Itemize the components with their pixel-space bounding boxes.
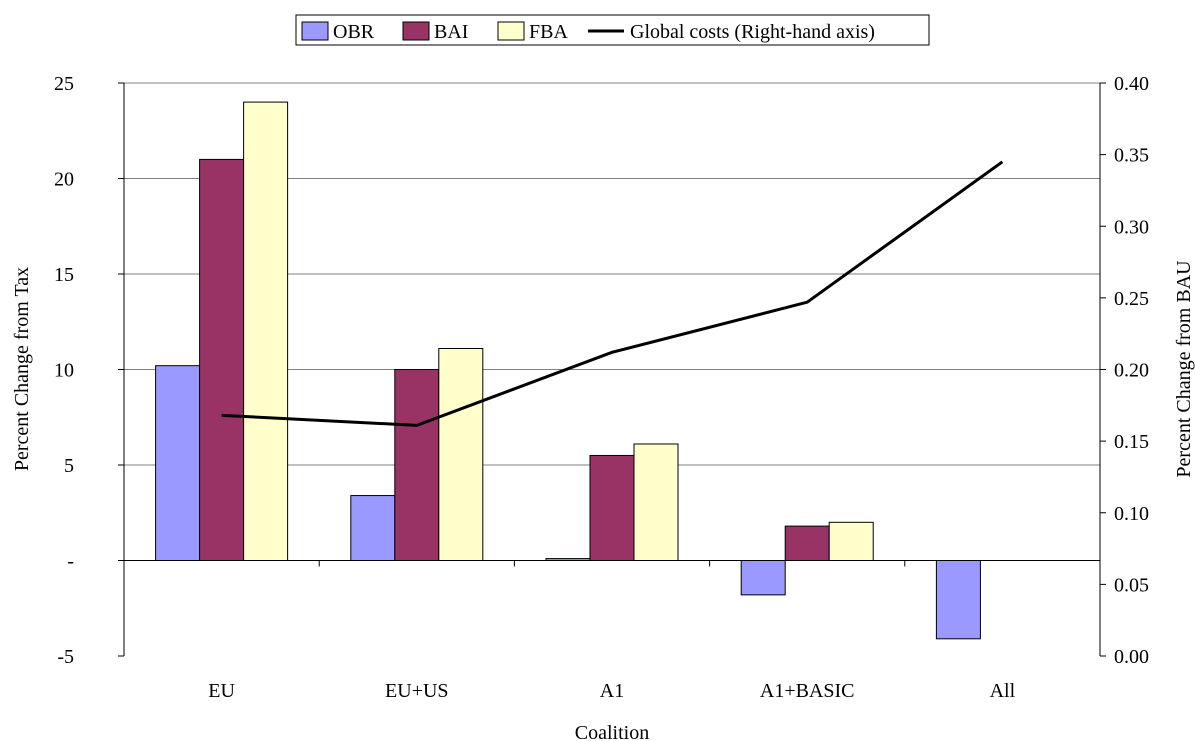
- y-tick-label-right: 0.05: [1114, 574, 1149, 596]
- x-tick-label: EU: [208, 680, 235, 702]
- legend-label-fba: FBA: [529, 21, 568, 43]
- y-tick-label-right: 0.25: [1114, 288, 1149, 310]
- y-tick-label-right: 0.20: [1114, 360, 1149, 382]
- x-axis-title: Coalition: [575, 722, 649, 741]
- x-tick-label: All: [990, 680, 1016, 702]
- bar-obr-eu-us: [350, 495, 396, 561]
- line-global-costs: [221, 160, 1004, 427]
- y-tick-label-right: 0.00: [1114, 646, 1149, 668]
- legend-label-global-costs: Global costs (Right-hand axis): [630, 21, 875, 43]
- legend-swatch-bai: [402, 21, 430, 41]
- y-tick-label-right: 0.40: [1114, 73, 1149, 95]
- y-axis-title-right: Percent Change from BAU: [1173, 260, 1195, 478]
- bar-fba-a1-basic: [828, 521, 874, 561]
- y-tick-label-left: 25: [54, 73, 74, 95]
- bars: [155, 101, 981, 640]
- y-tick-label-right: 0.30: [1114, 216, 1149, 238]
- y-tick-label-left: 20: [54, 169, 74, 191]
- x-axis-ticks: EU EU+US A1 A1+BASIC All: [208, 560, 1016, 702]
- bar-obr-eu: [155, 365, 201, 561]
- legend: OBR BAI FBA Global costs (Right-hand axi…: [295, 14, 930, 46]
- bar-bai-a1: [589, 454, 635, 562]
- line-layer: [221, 160, 1004, 427]
- y-tick-label-left: -5: [57, 646, 74, 668]
- y-tick-label-right: 0.10: [1114, 503, 1149, 525]
- bar-bai-eu-us: [394, 369, 440, 561]
- x-tick-label: A1: [600, 680, 624, 702]
- y-tick-label-left: -: [67, 551, 74, 573]
- bar-obr-all: [935, 560, 981, 640]
- y-axis-title-left: Percent Change from Tax: [11, 267, 33, 471]
- bar-bai-eu: [199, 158, 245, 561]
- legend-swatch-fba: [497, 21, 525, 41]
- y-tick-label-right: 0.15: [1114, 431, 1149, 453]
- legend-swatch-obr: [301, 21, 329, 41]
- y-axis-ticks-right: 0.00 0.05 0.10 0.15 0.20 0.25 0.30 0.35 0.40: [1100, 73, 1149, 668]
- y-tick-label-left: 10: [54, 360, 74, 382]
- bar-fba-a1: [633, 443, 679, 561]
- legend-label-bai: BAI: [434, 21, 468, 43]
- bar-obr-a1-basic: [740, 560, 786, 596]
- bar-fba-eu-us: [438, 347, 484, 561]
- x-tick-label: EU+US: [385, 680, 449, 702]
- bar-bai-a1-basic: [784, 525, 830, 561]
- y-tick-label-left: 5: [64, 455, 74, 477]
- legend-label-obr: OBR: [333, 21, 375, 43]
- x-tick-label: A1+BASIC: [760, 680, 855, 702]
- y-tick-label-right: 0.35: [1114, 145, 1149, 167]
- y-tick-label-left: 15: [54, 264, 74, 286]
- bar-fba-eu: [243, 101, 289, 561]
